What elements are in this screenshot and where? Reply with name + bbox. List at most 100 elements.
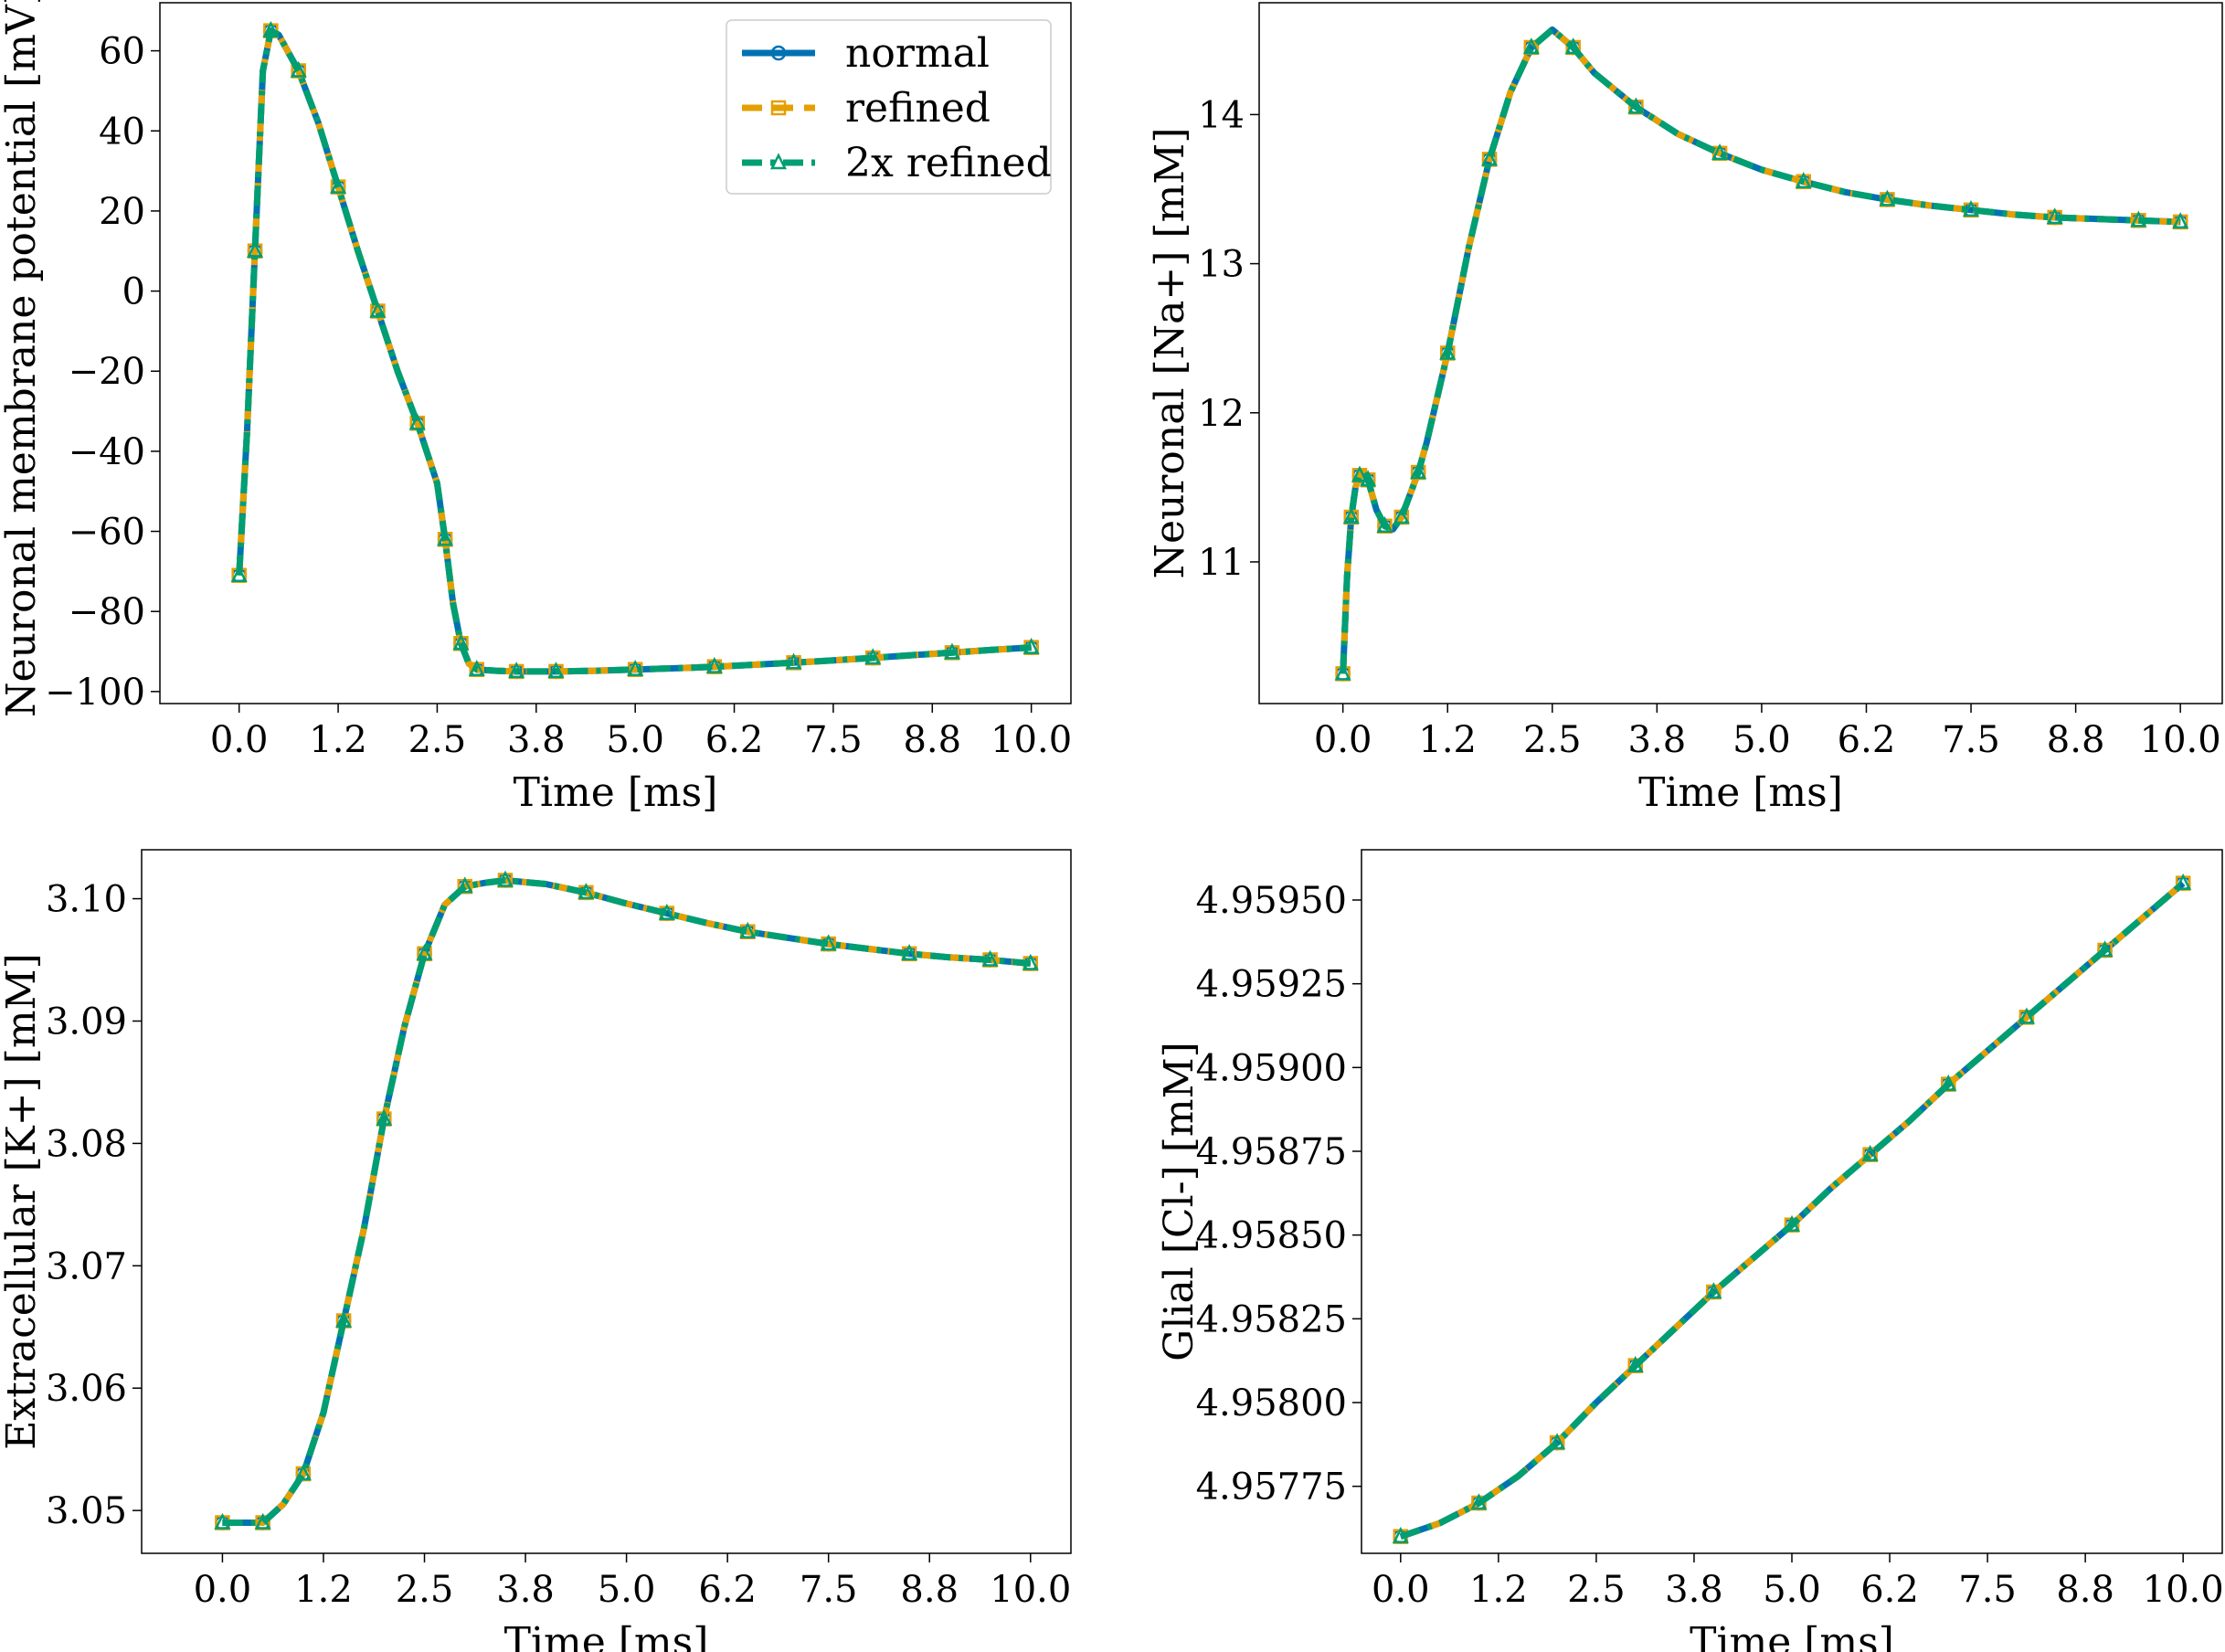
series-marker (2172, 212, 2189, 229)
x-tick-label: 7.5 (804, 719, 863, 761)
legend-label: refined (845, 85, 991, 132)
series-marker (1022, 637, 1040, 654)
x-tick-label: 8.8 (903, 719, 961, 761)
y-tick-label: 4.95850 (1196, 1215, 1347, 1257)
x-axis-label: Time [ms] (1638, 769, 1843, 816)
y-tick-label: 0 (122, 271, 145, 313)
series-marker (2046, 207, 2063, 225)
y-tick-label: 40 (99, 111, 145, 153)
series-1 (1335, 26, 2188, 682)
y-tick-label: 3.06 (46, 1368, 127, 1410)
series-marker (1439, 343, 1457, 360)
series-line (236, 27, 1032, 675)
series-marker (1549, 1433, 1566, 1450)
x-tick-label: 1.2 (1418, 719, 1477, 761)
series-marker (468, 659, 485, 676)
series-3 (1392, 873, 2192, 1543)
x-tick-label: 3.8 (507, 719, 566, 761)
y-tick-label: 14 (1198, 94, 1245, 136)
axes-frame (159, 2, 1072, 704)
legend-label: 2x refined (845, 140, 1052, 186)
series-marker (547, 662, 565, 679)
series-line (1340, 26, 2181, 674)
series-marker (2175, 873, 2192, 890)
x-tick-label: 10.0 (990, 1569, 1071, 1611)
y-axis-label: Extracellular [K+] [mM] (0, 953, 45, 1450)
subplot-1: 0.0 1.2 2.5 3.8 5.0 6.2 7.5 8.8 10.0 60 40 20 0 −20 −4… (0, 0, 1072, 816)
x-tick-label: 8.8 (2047, 719, 2105, 761)
series-line (236, 27, 1032, 675)
series-marker (330, 176, 347, 194)
y-tick-label: 20 (99, 191, 145, 233)
x-tick-label: 8.8 (2056, 1569, 2114, 1611)
series-marker (1940, 1074, 1957, 1091)
x-tick-label: 5.0 (1763, 1569, 1821, 1611)
series-marker (1879, 189, 1896, 206)
series-marker (1334, 663, 1351, 681)
series-marker (508, 662, 525, 679)
x-tick-label: 1.2 (1469, 1569, 1528, 1611)
series-marker (294, 1464, 312, 1481)
y-axis-label: Glial [Cl-] [mM] (1156, 1042, 1203, 1361)
series-marker (262, 20, 280, 37)
series-marker (335, 1310, 353, 1328)
x-tick-label: 5.0 (1732, 719, 1791, 761)
series-marker (230, 565, 248, 582)
series-marker (1392, 1526, 1409, 1543)
series-marker (1376, 516, 1393, 534)
series-2 (1335, 26, 2188, 682)
x-tick-label: 2.5 (408, 719, 467, 761)
series-marker (1470, 1493, 1488, 1510)
series-marker (901, 944, 918, 961)
x-tick-label: 6.2 (1860, 1569, 1919, 1611)
legend-box (726, 19, 1052, 195)
legend-marker (770, 100, 787, 116)
series-line (222, 877, 1032, 1526)
series-marker (981, 949, 999, 967)
y-tick-label: 3.10 (46, 879, 127, 921)
series-marker (943, 642, 960, 660)
series-marker (1393, 507, 1410, 524)
series-marker (1522, 37, 1540, 55)
x-axis-label: Time [ms] (514, 769, 718, 816)
series-line (1340, 26, 2181, 674)
x-tick-label: 3.8 (1665, 1569, 1723, 1611)
x-tick-label: 2.5 (396, 1569, 454, 1611)
legend-label: normal (845, 30, 990, 77)
series-marker (1626, 1355, 1644, 1372)
x-tick-label: 10.0 (2140, 719, 2221, 761)
x-tick-label: 6.2 (698, 1569, 757, 1611)
series-marker (577, 883, 595, 900)
series-marker (1795, 172, 1812, 189)
series-marker (408, 413, 426, 430)
series-marker (1022, 953, 1039, 970)
x-tick-label: 6.2 (705, 719, 764, 761)
series-marker (1410, 462, 1427, 480)
series-2 (215, 873, 1039, 1530)
series-marker (1360, 470, 1377, 487)
x-tick-label: 1.2 (294, 1569, 353, 1611)
x-axis-label: Time [ms] (504, 1619, 709, 1652)
series-marker (1963, 200, 1980, 217)
x-tick-label: 1.2 (309, 719, 367, 761)
y-tick-label: 3.09 (46, 1001, 127, 1043)
legend-marker (769, 153, 788, 170)
series-marker (627, 659, 644, 676)
y-axis-label: Neuronal [Na+] [mM] (1147, 127, 1193, 578)
series-marker (376, 1108, 393, 1126)
x-tick-label: 5.0 (606, 719, 664, 761)
series-marker (1783, 1214, 1801, 1232)
series-marker (1861, 1144, 1879, 1161)
series-3 (1334, 26, 2189, 681)
y-tick-label: 4.95925 (1196, 964, 1347, 1006)
x-axis-label: Time [ms] (1690, 1619, 1894, 1652)
x-tick-label: 2.5 (1567, 1569, 1626, 1611)
x-tick-label: 3.8 (496, 1569, 555, 1611)
series-marker (456, 876, 473, 894)
y-tick-label: −80 (69, 591, 145, 633)
x-tick-label: 7.5 (800, 1569, 858, 1611)
x-tick-label: 5.0 (598, 1569, 656, 1611)
series-marker (739, 921, 757, 938)
series-marker (496, 870, 514, 887)
